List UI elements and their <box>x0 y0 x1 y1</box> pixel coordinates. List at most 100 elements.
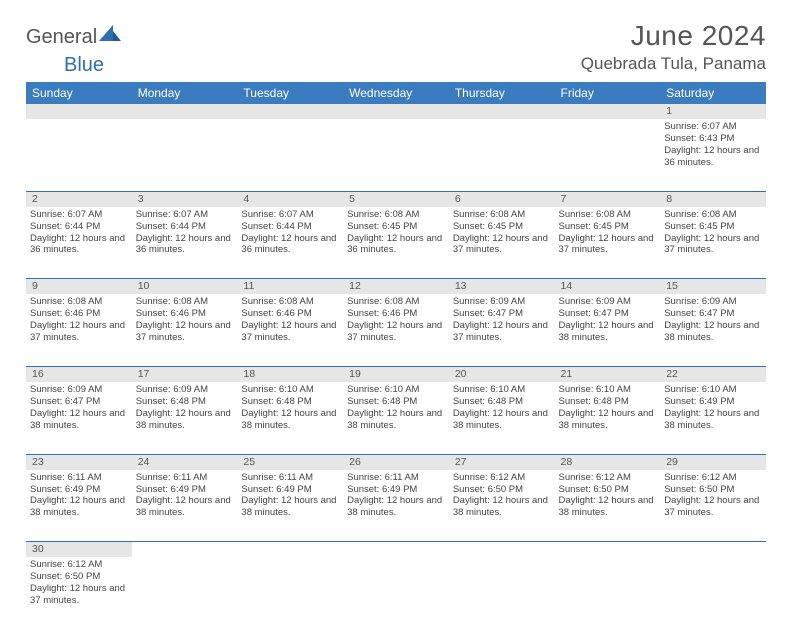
day-content-cell: Sunrise: 6:08 AMSunset: 6:45 PMDaylight:… <box>555 207 661 279</box>
sunrise-line: Sunrise: 6:08 AM <box>664 209 762 221</box>
sunrise-line: Sunrise: 6:08 AM <box>136 296 234 308</box>
day-content-cell: Sunrise: 6:08 AMSunset: 6:46 PMDaylight:… <box>343 294 449 366</box>
sunset-line: Sunset: 6:49 PM <box>136 484 234 496</box>
day-number-row: 2345678 <box>26 191 766 207</box>
sunrise-line: Sunrise: 6:09 AM <box>664 296 762 308</box>
sunset-line: Sunset: 6:49 PM <box>30 484 128 496</box>
daylight-line: Daylight: 12 hours and 38 minutes. <box>30 495 128 519</box>
day-content-cell: Sunrise: 6:09 AMSunset: 6:47 PMDaylight:… <box>660 294 766 366</box>
day-content-cell: Sunrise: 6:08 AMSunset: 6:46 PMDaylight:… <box>132 294 238 366</box>
day-number-cell: 26 <box>343 454 449 470</box>
day-content-cell: Sunrise: 6:09 AMSunset: 6:48 PMDaylight:… <box>132 382 238 454</box>
day-number-row: 30 <box>26 542 766 558</box>
daylight-line: Daylight: 12 hours and 36 minutes. <box>241 233 339 257</box>
sunrise-line: Sunrise: 6:12 AM <box>559 472 657 484</box>
day-number-cell: 10 <box>132 279 238 295</box>
day-content-cell <box>237 557 343 629</box>
sunset-line: Sunset: 6:48 PM <box>241 396 339 408</box>
sunset-line: Sunset: 6:50 PM <box>30 571 128 583</box>
weekday-header: Saturday <box>660 82 766 104</box>
sunset-line: Sunset: 6:45 PM <box>559 221 657 233</box>
weekday-header: Thursday <box>449 82 555 104</box>
daylight-line: Daylight: 12 hours and 38 minutes. <box>136 408 234 432</box>
day-content-cell: Sunrise: 6:10 AMSunset: 6:49 PMDaylight:… <box>660 382 766 454</box>
day-number-cell: 3 <box>132 191 238 207</box>
sunrise-line: Sunrise: 6:07 AM <box>241 209 339 221</box>
sunrise-line: Sunrise: 6:09 AM <box>453 296 551 308</box>
sunrise-line: Sunrise: 6:11 AM <box>30 472 128 484</box>
daylight-line: Daylight: 12 hours and 38 minutes. <box>136 495 234 519</box>
day-content-cell: Sunrise: 6:08 AMSunset: 6:45 PMDaylight:… <box>449 207 555 279</box>
day-number-cell: 21 <box>555 366 661 382</box>
day-number-cell: 15 <box>660 279 766 295</box>
daylight-line: Daylight: 12 hours and 37 minutes. <box>559 233 657 257</box>
sunset-line: Sunset: 6:46 PM <box>30 308 128 320</box>
day-content-row: Sunrise: 6:07 AMSunset: 6:44 PMDaylight:… <box>26 207 766 279</box>
sunrise-line: Sunrise: 6:08 AM <box>347 209 445 221</box>
location-subtitle: Quebrada Tula, Panama <box>581 54 766 74</box>
day-number-cell: 23 <box>26 454 132 470</box>
sunset-line: Sunset: 6:50 PM <box>559 484 657 496</box>
daylight-line: Daylight: 12 hours and 36 minutes. <box>136 233 234 257</box>
weekday-header-row: Sunday Monday Tuesday Wednesday Thursday… <box>26 82 766 104</box>
sunrise-line: Sunrise: 6:07 AM <box>30 209 128 221</box>
sunrise-line: Sunrise: 6:09 AM <box>30 384 128 396</box>
sunrise-line: Sunrise: 6:08 AM <box>453 209 551 221</box>
sunset-line: Sunset: 6:44 PM <box>30 221 128 233</box>
day-content-row: Sunrise: 6:08 AMSunset: 6:46 PMDaylight:… <box>26 294 766 366</box>
sunrise-line: Sunrise: 6:08 AM <box>559 209 657 221</box>
daylight-line: Daylight: 12 hours and 38 minutes. <box>664 408 762 432</box>
day-content-cell <box>132 119 238 191</box>
sunset-line: Sunset: 6:49 PM <box>241 484 339 496</box>
daylight-line: Daylight: 12 hours and 38 minutes. <box>30 408 128 432</box>
sunset-line: Sunset: 6:46 PM <box>241 308 339 320</box>
day-content-cell: Sunrise: 6:08 AMSunset: 6:46 PMDaylight:… <box>237 294 343 366</box>
sunrise-line: Sunrise: 6:07 AM <box>664 121 762 133</box>
day-content-cell <box>555 557 661 629</box>
day-content-cell <box>132 557 238 629</box>
daylight-line: Daylight: 12 hours and 38 minutes. <box>347 495 445 519</box>
title-block: June 2024 Quebrada Tula, Panama <box>581 20 766 74</box>
day-content-cell: Sunrise: 6:12 AMSunset: 6:50 PMDaylight:… <box>660 470 766 542</box>
day-content-cell <box>343 119 449 191</box>
day-number-cell: 12 <box>343 279 449 295</box>
daylight-line: Daylight: 12 hours and 37 minutes. <box>453 233 551 257</box>
day-content-row: Sunrise: 6:12 AMSunset: 6:50 PMDaylight:… <box>26 557 766 629</box>
sunset-line: Sunset: 6:48 PM <box>136 396 234 408</box>
daylight-line: Daylight: 12 hours and 37 minutes. <box>664 495 762 519</box>
day-number-cell: 1 <box>660 104 766 119</box>
day-content-cell: Sunrise: 6:07 AMSunset: 6:43 PMDaylight:… <box>660 119 766 191</box>
weekday-header: Friday <box>555 82 661 104</box>
day-content-cell: Sunrise: 6:08 AMSunset: 6:46 PMDaylight:… <box>26 294 132 366</box>
day-number-cell: 14 <box>555 279 661 295</box>
day-content-cell: Sunrise: 6:07 AMSunset: 6:44 PMDaylight:… <box>237 207 343 279</box>
day-number-cell: 18 <box>237 366 343 382</box>
sunset-line: Sunset: 6:45 PM <box>453 221 551 233</box>
day-content-cell: Sunrise: 6:08 AMSunset: 6:45 PMDaylight:… <box>343 207 449 279</box>
daylight-line: Daylight: 12 hours and 36 minutes. <box>347 233 445 257</box>
sunrise-line: Sunrise: 6:08 AM <box>30 296 128 308</box>
day-number-row: 1 <box>26 104 766 119</box>
day-number-cell: 4 <box>237 191 343 207</box>
daylight-line: Daylight: 12 hours and 36 minutes. <box>664 145 762 169</box>
day-number-cell: 5 <box>343 191 449 207</box>
weekday-header: Wednesday <box>343 82 449 104</box>
sunrise-line: Sunrise: 6:11 AM <box>136 472 234 484</box>
day-content-cell: Sunrise: 6:08 AMSunset: 6:45 PMDaylight:… <box>660 207 766 279</box>
sunset-line: Sunset: 6:44 PM <box>136 221 234 233</box>
sunset-line: Sunset: 6:47 PM <box>453 308 551 320</box>
daylight-line: Daylight: 12 hours and 37 minutes. <box>30 583 128 607</box>
sunset-line: Sunset: 6:44 PM <box>241 221 339 233</box>
day-content-row: Sunrise: 6:09 AMSunset: 6:47 PMDaylight:… <box>26 382 766 454</box>
day-number-cell <box>343 104 449 119</box>
daylight-line: Daylight: 12 hours and 38 minutes. <box>347 408 445 432</box>
daylight-line: Daylight: 12 hours and 38 minutes. <box>453 495 551 519</box>
day-content-cell <box>343 557 449 629</box>
day-content-cell <box>449 119 555 191</box>
weekday-header: Tuesday <box>237 82 343 104</box>
day-number-cell <box>449 104 555 119</box>
day-number-cell <box>237 104 343 119</box>
day-content-cell: Sunrise: 6:09 AMSunset: 6:47 PMDaylight:… <box>26 382 132 454</box>
day-content-cell <box>237 119 343 191</box>
calendar-body: 1 Sunrise: 6:07 AMSunset: 6:43 PMDayligh… <box>26 104 766 629</box>
